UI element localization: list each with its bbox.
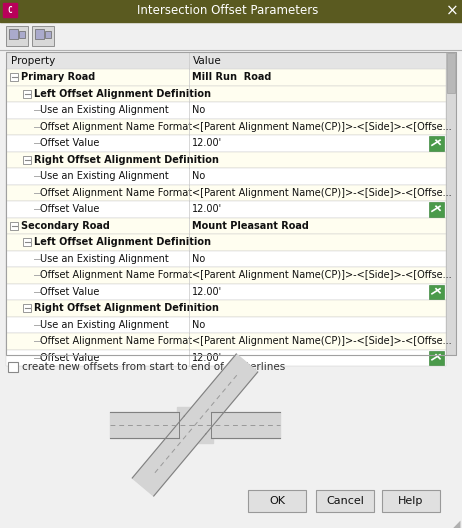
Bar [6,201,446,218]
Bar [23,156,31,164]
Text: Left Offset Alignment Definition: Left Offset Alignment Definition [34,89,211,99]
Bar [6,350,446,366]
Bar [0,0,462,22]
Text: Offset Value: Offset Value [40,204,99,214]
Text: <[Parent Alignment Name(CP)]>-<[Side]>-<[Offse...: <[Parent Alignment Name(CP)]>-<[Side]>-<… [192,122,451,132]
Bar [447,53,455,93]
Text: Offset Alignment Name Format: Offset Alignment Name Format [40,122,192,132]
Text: Intersection Offset Parameters: Intersection Offset Parameters [137,5,319,17]
Text: Offset Value: Offset Value [40,353,99,363]
Text: ×: × [446,4,458,18]
Text: Offset Alignment Name Format: Offset Alignment Name Format [40,188,192,198]
Bar [32,26,54,46]
Text: Value: Value [193,55,221,65]
Bar [6,86,446,102]
Polygon shape [211,412,280,438]
Bar [316,490,374,512]
Bar [6,118,446,135]
Bar [6,284,446,300]
Bar [6,316,446,333]
Bar [177,407,213,443]
Bar [23,304,31,312]
Bar [6,184,446,201]
Bar [429,136,444,150]
Text: Right Offset Alignment Definition: Right Offset Alignment Definition [34,303,219,313]
Text: Use an Existing Alignment: Use an Existing Alignment [40,105,169,115]
Bar [45,31,51,38]
Text: <[Parent Alignment Name(CP)]>-<[Side]>-<[Offse...: <[Parent Alignment Name(CP)]>-<[Side]>-<… [192,188,451,198]
Text: 12.00': 12.00' [192,204,222,214]
Text: OK: OK [269,496,285,506]
Bar [19,31,25,38]
Bar [382,490,440,512]
Bar [6,333,446,350]
Bar [6,234,446,250]
Bar [6,152,446,168]
Bar [10,222,18,230]
Text: 12.00': 12.00' [192,138,222,148]
Text: ◢: ◢ [453,519,461,528]
Bar [6,52,456,355]
Text: Left Offset Alignment Definition: Left Offset Alignment Definition [34,237,211,247]
Bar [23,238,31,246]
Bar [6,267,446,284]
Text: Property: Property [11,55,55,65]
Polygon shape [132,416,206,496]
Polygon shape [184,354,258,434]
Text: Use an Existing Alignment: Use an Existing Alignment [40,320,169,330]
Text: <[Parent Alignment Name(CP)]>-<[Side]>-<[Offse...: <[Parent Alignment Name(CP)]>-<[Side]>-<… [192,270,451,280]
Bar [6,52,456,355]
Bar [446,52,456,355]
Text: Mount Pleasant Road: Mount Pleasant Road [192,221,309,231]
Bar [429,351,444,365]
Bar [10,73,18,81]
Text: <[Parent Alignment Name(CP)]>-<[Side]>-<[Offse...: <[Parent Alignment Name(CP)]>-<[Side]>-<… [192,336,451,346]
Bar [3,3,17,17]
Bar [6,135,446,152]
Bar [6,52,446,69]
Text: create new offsets from start to end of centerlines: create new offsets from start to end of … [22,362,285,372]
Text: C: C [8,6,12,15]
Text: Cancel: Cancel [326,496,364,506]
Text: Use an Existing Alignment: Use an Existing Alignment [40,254,169,264]
Text: Mill Run  Road: Mill Run Road [192,72,271,82]
Bar [248,490,306,512]
Bar [429,202,444,216]
Bar [6,218,446,234]
Bar [6,168,446,184]
Polygon shape [110,412,179,438]
Bar [6,102,446,118]
Bar [6,300,446,316]
Text: Primary Road: Primary Road [21,72,95,82]
Text: 12.00': 12.00' [192,287,222,297]
Bar [6,250,446,267]
Text: Use an Existing Alignment: Use an Existing Alignment [40,171,169,181]
Bar [0,22,462,50]
Bar [429,285,444,299]
Text: No: No [192,320,205,330]
Text: Help: Help [398,496,424,506]
Text: Offset Alignment Name Format: Offset Alignment Name Format [40,336,192,346]
Bar [6,69,446,86]
Bar [35,29,44,39]
Text: 12.00': 12.00' [192,353,222,363]
Text: Offset Value: Offset Value [40,138,99,148]
Bar [9,29,18,39]
Text: Offset Alignment Name Format: Offset Alignment Name Format [40,270,192,280]
Text: Offset Value: Offset Value [40,287,99,297]
Text: Secondary Road: Secondary Road [21,221,110,231]
Bar [8,362,18,372]
Bar [6,26,28,46]
Text: No: No [192,254,205,264]
Text: No: No [192,105,205,115]
Text: No: No [192,171,205,181]
Bar [23,90,31,98]
Text: Right Offset Alignment Definition: Right Offset Alignment Definition [34,155,219,165]
